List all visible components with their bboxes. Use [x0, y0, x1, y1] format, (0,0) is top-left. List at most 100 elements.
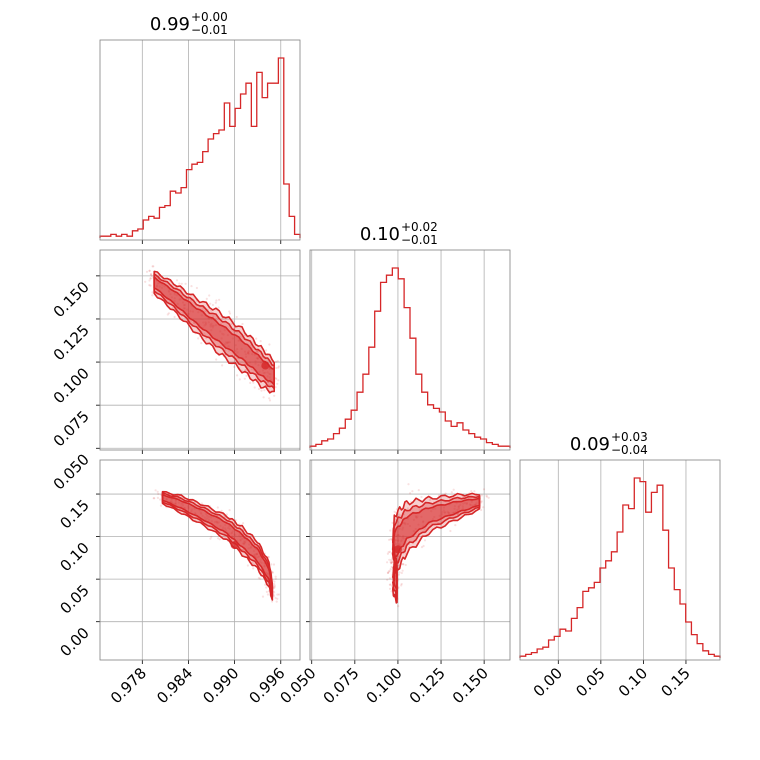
scatter-point [257, 576, 260, 580]
scatter-point [462, 502, 465, 505]
scatter-point [209, 325, 212, 328]
scatter-point [173, 315, 176, 319]
scatter-point [261, 369, 265, 372]
scatter-point [231, 530, 234, 533]
scatter-point [452, 511, 455, 514]
scatter-point [406, 507, 409, 510]
scatter-point [228, 341, 231, 344]
scatter-point [167, 312, 170, 315]
histogram-layer [99, 57, 721, 658]
scatter-point [391, 521, 394, 525]
scatter-point [230, 322, 233, 326]
scatter-point [155, 285, 158, 288]
title-plus-2: +0.03 [611, 430, 648, 444]
density-peak [261, 361, 270, 370]
scatter-point [250, 368, 253, 371]
scatter-point [247, 352, 250, 355]
scatter-point [397, 521, 400, 524]
scatter-point [209, 302, 212, 305]
scatter-point [179, 298, 182, 301]
scatter-point [482, 506, 485, 509]
scatter-point [453, 507, 456, 510]
scatter-point [245, 374, 248, 377]
scatter-point [266, 572, 269, 576]
scatter-point [272, 586, 275, 590]
scatter-point [219, 330, 222, 333]
scatter-point [165, 498, 168, 501]
scatter-point [218, 538, 221, 541]
scatter-point [273, 584, 276, 588]
scatter-point [254, 362, 257, 365]
scatter-point [442, 506, 446, 509]
scatter-point [442, 509, 445, 512]
histogram-0 [99, 57, 301, 238]
scatter-point [187, 506, 190, 510]
scatter-point [407, 483, 410, 486]
y-tick-label: 0.15 [56, 496, 92, 532]
scatter-point [273, 591, 276, 594]
title-median-2: 0.09 [570, 434, 610, 455]
scatter-point [268, 376, 271, 379]
scatter-point [252, 550, 256, 553]
scatter-point [461, 505, 464, 508]
scatter-point [243, 542, 246, 546]
scatter-point [259, 558, 262, 561]
x-tick-label: 0.150 [449, 664, 492, 707]
scatter-point [227, 345, 230, 348]
scatter-point [246, 564, 249, 567]
scatter-point [189, 310, 192, 313]
scatter-point [268, 372, 271, 375]
scatter-point [203, 332, 206, 335]
scatter-point [217, 521, 220, 524]
scatter-point [255, 553, 258, 556]
scatter-point [209, 537, 212, 540]
contour-level-2 [153, 276, 275, 386]
scatter-point [227, 341, 230, 344]
scatter-point [207, 518, 211, 521]
scatter-point [267, 573, 270, 576]
scatter-point [255, 553, 258, 556]
scatter-point [417, 523, 420, 526]
scatter-point [207, 321, 210, 324]
y-tick-label: 0.100 [50, 364, 93, 407]
scatter-point [273, 580, 276, 583]
scatter-point [263, 565, 266, 568]
histogram-1 [309, 267, 511, 448]
scatter-point [256, 357, 259, 360]
scatter-point [263, 564, 266, 567]
scatter-point [402, 534, 405, 538]
scatter-point [149, 277, 152, 280]
scatter-point [441, 511, 444, 514]
scatter-point [274, 575, 277, 578]
scatter-point [457, 507, 460, 510]
scatter-point [272, 563, 276, 566]
scatter-point [173, 297, 176, 300]
scatter-point [249, 381, 252, 384]
scatter-point [422, 544, 425, 548]
contour-layer [153, 270, 481, 604]
scatter-point [166, 313, 169, 316]
scatter-point [228, 312, 232, 315]
scatter-point [265, 571, 268, 575]
scatter-point [274, 577, 277, 580]
scatter-point [238, 534, 241, 537]
scatter-point [397, 605, 400, 608]
scatter-point [393, 510, 396, 513]
scatter-point [240, 347, 243, 350]
scatter-point [165, 497, 168, 501]
title-median-1: 0.10 [360, 224, 400, 245]
scatter-point [150, 274, 153, 277]
contour-level-1 [161, 492, 274, 600]
scatter-point [273, 583, 276, 586]
scatter-point [190, 285, 193, 288]
scatter-point [191, 310, 195, 313]
scatter-point [159, 504, 163, 507]
scatter-point [145, 270, 149, 273]
scatter-point [388, 583, 391, 586]
scatter-point [262, 396, 265, 399]
scatter-point [414, 527, 417, 531]
scatter-point [221, 317, 224, 320]
scatter-point [163, 285, 166, 288]
scatter-point [170, 499, 173, 502]
